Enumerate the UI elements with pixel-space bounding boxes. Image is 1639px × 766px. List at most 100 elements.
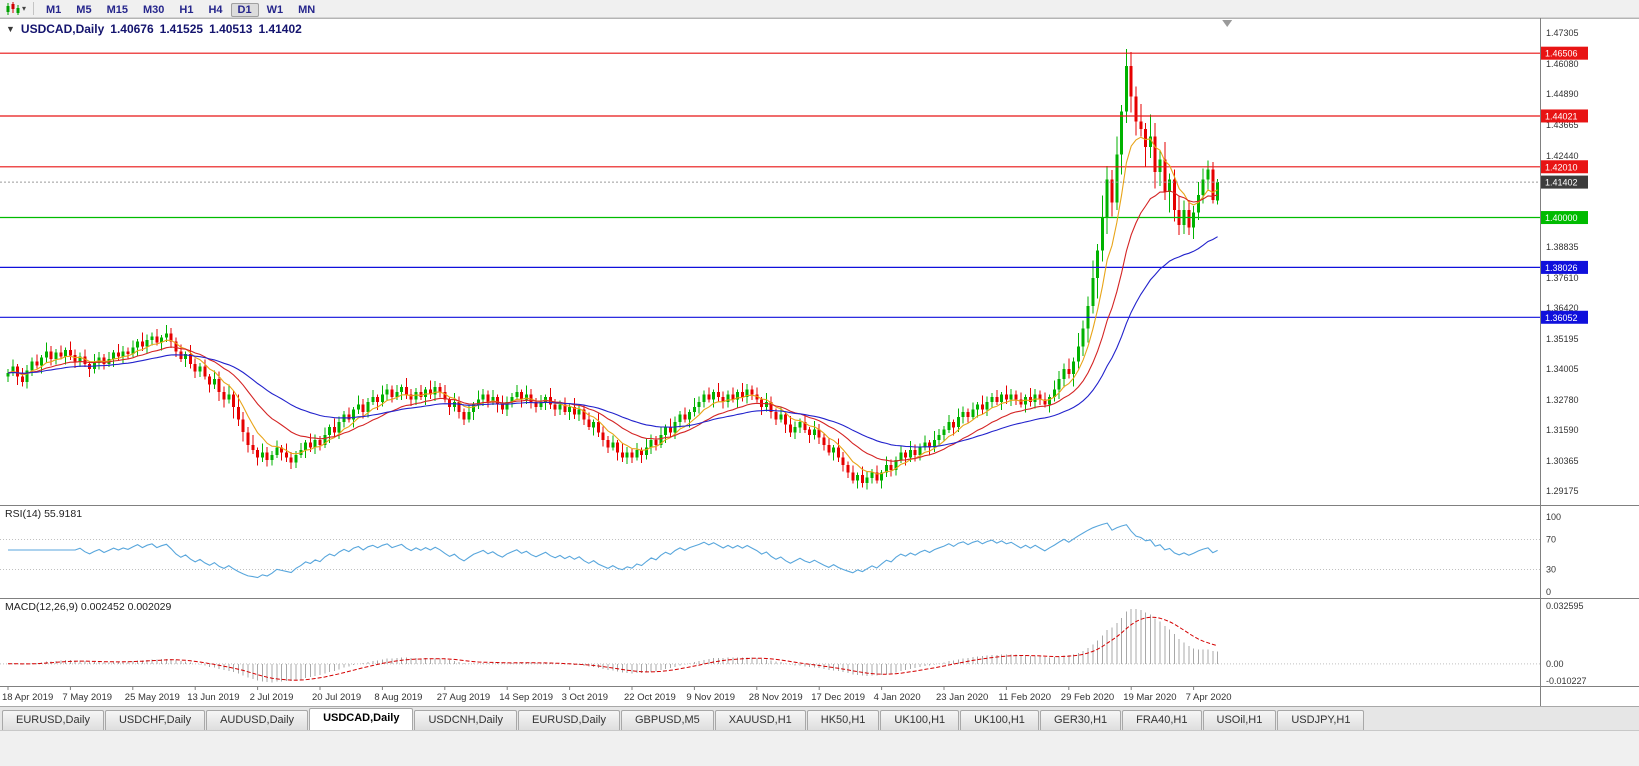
moving-average-18 [7,190,1218,462]
timeframe-button-h1[interactable]: H1 [179,3,194,16]
ohlc-high: 1.41525 [159,22,204,36]
svg-text:1.37610: 1.37610 [1546,273,1579,283]
svg-text:1.30365: 1.30365 [1546,456,1579,466]
price-line-label: 1.46506 [1541,46,1588,60]
macd-scale[interactable]: 0.032595 0.00 -0.010227 [1546,601,1587,686]
chart-type-dropdown-caret[interactable]: ▾ [22,4,27,13]
chart-type-icon[interactable] [4,1,22,17]
svg-text:0.032595: 0.032595 [1546,601,1584,611]
chart-tab-6[interactable]: GBPUSD,M5 [621,710,714,730]
chart-tab-4[interactable]: USDCNH,Daily [414,710,518,730]
price-line-label: 1.38026 [1541,260,1588,274]
svg-text:0.00: 0.00 [1546,659,1564,669]
chart-symbol: USDCAD,Daily [20,22,105,36]
timeframe-button-m15[interactable]: M15 [106,3,128,16]
svg-text:19 Mar 2020: 19 Mar 2020 [1123,692,1176,703]
chart-tab-9[interactable]: UK100,H1 [880,710,960,730]
chart-window: 1.47305 1.46080 1.44890 1.43665 1.42440 1.388… [0,18,1639,706]
svg-text:1.41402: 1.41402 [1545,178,1578,188]
rsi-scale[interactable]: 100 70 30 0 [1546,512,1561,597]
ohlc-close: 1.41402 [258,22,302,36]
svg-text:18 Apr 2019: 18 Apr 2019 [2,692,53,703]
timeframe-button-m1[interactable]: M1 [46,3,62,16]
chart-tab-3[interactable]: USDCAD,Daily [309,708,414,730]
svg-text:7 Apr 2020: 7 Apr 2020 [1186,692,1232,703]
svg-text:25 May 2019: 25 May 2019 [125,692,180,703]
chart-tab-1[interactable]: USDCHF,Daily [104,710,206,730]
chart-tab-12[interactable]: FRA40,H1 [1122,710,1202,730]
svg-text:27 Aug 2019: 27 Aug 2019 [437,692,490,703]
svg-text:-0.010227: -0.010227 [1546,676,1587,686]
chart-tab-14[interactable]: USDJPY,H1 [1277,710,1365,730]
price-line-label: 1.42010 [1541,160,1588,174]
timeframe-buttons: M1 M5 M15 M30 H1 H4 D1 W1 MN [39,0,323,18]
moving-average-7 [7,136,1218,475]
svg-text:13 Jun 2019: 13 Jun 2019 [187,692,239,703]
svg-text:30: 30 [1546,565,1556,575]
svg-text:1.40000: 1.40000 [1545,213,1578,223]
svg-text:22 Oct 2019: 22 Oct 2019 [624,692,676,703]
svg-text:1.38835: 1.38835 [1546,242,1579,252]
price-line-label: 1.44021 [1541,109,1588,123]
svg-text:100: 100 [1546,512,1561,522]
svg-text:1.44021: 1.44021 [1545,111,1578,121]
chart-tab-11[interactable]: GER30,H1 [1039,710,1122,730]
chart-tab-0[interactable]: EURUSD,Daily [2,710,104,730]
macd-label: MACD(12,26,9) 0.002452 0.002029 [5,601,172,613]
macd-panel-svg[interactable]: 0.032595 0.00 -0.010227 [0,598,1639,686]
svg-text:1.35195: 1.35195 [1546,334,1579,344]
svg-text:7 May 2019: 7 May 2019 [62,692,112,703]
svg-text:1.31590: 1.31590 [1546,425,1579,435]
svg-text:1.43665: 1.43665 [1546,120,1579,130]
svg-text:1.32780: 1.32780 [1546,395,1579,405]
svg-text:0: 0 [1546,587,1551,597]
chart-tab-7[interactable]: XAUUSD,H1 [714,710,806,730]
svg-text:2 Jul 2019: 2 Jul 2019 [250,692,294,703]
macd-signal-line [8,616,1218,681]
svg-text:3 Oct 2019: 3 Oct 2019 [562,692,608,703]
svg-text:20 Jul 2019: 20 Jul 2019 [312,692,361,703]
chart-tab-8[interactable]: HK50,H1 [806,710,880,730]
chart-title: ▼ USDCAD,Daily 1.40676 1.41525 1.40513 1… [6,22,302,36]
timeframe-button-m30[interactable]: M30 [142,3,165,16]
svg-text:29 Feb 2020: 29 Feb 2020 [1061,692,1114,703]
svg-text:1.34005: 1.34005 [1546,364,1579,374]
svg-text:14 Sep 2019: 14 Sep 2019 [499,692,553,703]
timeframe-button-w1[interactable]: W1 [266,3,284,16]
svg-text:28 Nov 2019: 28 Nov 2019 [749,692,803,703]
price-scale[interactable]: 1.47305 1.46080 1.44890 1.43665 1.42440 1.388… [1546,28,1579,496]
svg-text:1.36420: 1.36420 [1546,303,1579,313]
svg-text:1.44890: 1.44890 [1546,89,1579,99]
svg-text:1.38026: 1.38026 [1545,263,1578,273]
toolbar: ▾ M1 M5 M15 M30 H1 H4 D1 W1 MN [0,0,1639,18]
price-line-label: 1.36052 [1541,310,1588,324]
current-price-label: 1.41402 [1541,175,1588,189]
chart-tab-10[interactable]: UK100,H1 [960,710,1039,730]
chart-tab-5[interactable]: EURUSD,Daily [518,710,620,730]
svg-text:1.42010: 1.42010 [1545,162,1578,172]
timeframe-button-mn[interactable]: MN [298,3,316,16]
svg-text:4 Jan 2020: 4 Jan 2020 [874,692,921,703]
svg-text:1.29175: 1.29175 [1546,486,1579,496]
svg-text:23 Jan 2020: 23 Jan 2020 [936,692,988,703]
timeframe-button-h4[interactable]: H4 [208,3,223,16]
chart-tab-2[interactable]: AUDUSD,Daily [206,710,309,730]
time-axis-svg[interactable]: 18 Apr 2019 7 May 2019 25 May 2019 13 Jun 2… [0,686,1639,706]
timeframe-button-d1[interactable]: D1 [230,2,259,17]
timeframe-button-m5[interactable]: M5 [76,3,92,16]
rsi-panel-svg[interactable]: 100 70 30 0 [0,505,1639,598]
chart-tabs-bar: EURUSD,Daily USDCHF,Daily AUDUSD,Daily USDC… [0,706,1639,730]
ohlc-low: 1.40513 [209,22,253,36]
rsi-label: RSI(14) 55.9181 [5,508,83,520]
collapse-chart-icon[interactable]: ▼ [6,24,15,34]
svg-text:70: 70 [1546,535,1556,545]
chart-shift-marker[interactable] [1222,20,1233,27]
svg-text:1.42440: 1.42440 [1546,151,1579,161]
rsi-line [8,522,1218,579]
svg-text:11 Feb 2020: 11 Feb 2020 [998,692,1051,703]
main-chart-svg[interactable]: 1.47305 1.46080 1.44890 1.43665 1.42440 1.388… [0,18,1639,505]
svg-text:8 Aug 2019: 8 Aug 2019 [374,692,422,703]
svg-text:1.36052: 1.36052 [1545,313,1578,323]
chart-tab-13[interactable]: USOil,H1 [1202,710,1277,730]
svg-text:17 Dec 2019: 17 Dec 2019 [811,692,865,703]
